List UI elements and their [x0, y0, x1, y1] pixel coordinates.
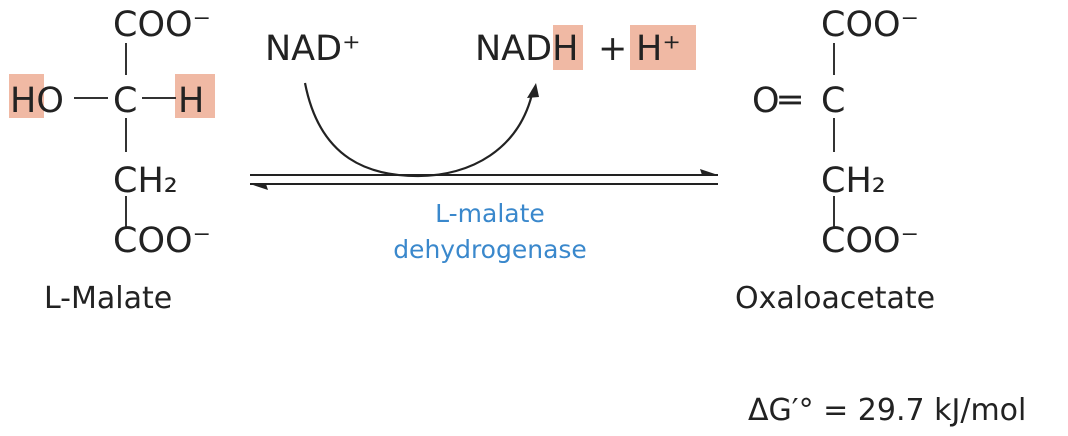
oxaloacetate-carbonyl-oxygen: O═: [752, 81, 802, 121]
oxaloacetate-label: Oxaloacetate: [735, 281, 935, 316]
forward-arrowhead: [700, 169, 718, 175]
l-malate-structure: COO⁻ HO C H CH₂ COO⁻ L-Malate: [9, 5, 215, 316]
enzyme-name-line1: L-malate: [435, 199, 545, 228]
oxaloacetate-ch2: CH₂: [821, 161, 886, 201]
reverse-arrowhead: [250, 184, 268, 190]
malate-hydrogen: H: [178, 81, 204, 121]
malate-bottom-carboxylate: COO⁻: [113, 221, 211, 261]
malate-top-carboxylate: COO⁻: [113, 5, 211, 45]
arrowhead: [527, 83, 539, 98]
oxaloacetate-structure: COO⁻ O═ C CH₂ COO⁻ Oxaloacetate: [735, 5, 935, 316]
malate-label: L-Malate: [44, 281, 172, 316]
highlight-h: [175, 74, 215, 118]
nad-plus: NAD⁺: [265, 29, 361, 69]
enzyme-name-line2: dehydrogenase: [393, 235, 587, 264]
free-energy-change: ΔG′° = 29.7 kJ/mol: [748, 393, 1026, 428]
malate-carbon: C: [113, 81, 137, 121]
oxaloacetate-top-carboxylate: COO⁻: [821, 5, 919, 45]
proton: H⁺: [636, 29, 681, 69]
malate-hydroxyl: HO: [10, 81, 64, 121]
highlight-proton: [630, 25, 696, 70]
highlight-ho-h: [9, 74, 44, 118]
oxaloacetate-bottom-carboxylate: COO⁻: [821, 221, 919, 261]
plus-sign: +: [598, 29, 627, 69]
highlight-nadh-h: [553, 25, 583, 70]
cofactors: NAD⁺ NADH + H⁺: [265, 25, 696, 178]
equilibrium-arrows: [250, 169, 718, 190]
oxaloacetate-carbon: C: [821, 81, 845, 121]
nadh: NADH: [475, 29, 578, 69]
cofactor-curved-arrow: [303, 82, 535, 178]
malate-ch2: CH₂: [113, 161, 178, 201]
